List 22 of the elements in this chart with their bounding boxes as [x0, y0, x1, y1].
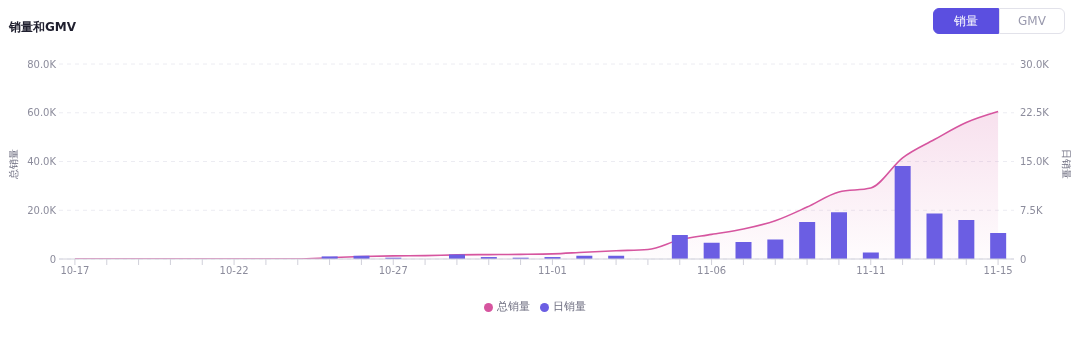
y2-tick-label: 0	[1020, 253, 1027, 265]
y2-tick-label: 7.5K	[1020, 204, 1043, 216]
x-tick-label: 10-17	[60, 265, 90, 277]
x-tick-label: 11-06	[697, 265, 727, 277]
y2-tick-label: 22.5K	[1020, 107, 1050, 119]
x-tick-label: 11-01	[537, 265, 567, 277]
y2-axis-title: 日销量	[1060, 148, 1072, 181]
x-tick-label: 11-11	[856, 265, 886, 277]
x-tick-label: 11-15	[983, 265, 1013, 277]
legend-label: 总销量	[497, 300, 530, 313]
y-tick-label: 60.0K	[27, 107, 57, 119]
y-axis-title: 总销量	[8, 148, 20, 181]
y-tick-label: 80.0K	[27, 58, 57, 70]
y2-tick-label: 15.0K	[1020, 156, 1050, 168]
y2-tick-label: 30.0K	[1020, 58, 1050, 70]
x-tick-label: 10-27	[378, 265, 408, 277]
y-tick-label: 20.0K	[27, 204, 57, 216]
legend-label: 日销量	[553, 300, 586, 313]
chart-title: 销量和GMV	[9, 19, 77, 36]
y-tick-label: 0	[49, 253, 56, 265]
x-tick-label: 10-22	[219, 265, 249, 277]
y-tick-label: 40.0K	[27, 156, 57, 168]
